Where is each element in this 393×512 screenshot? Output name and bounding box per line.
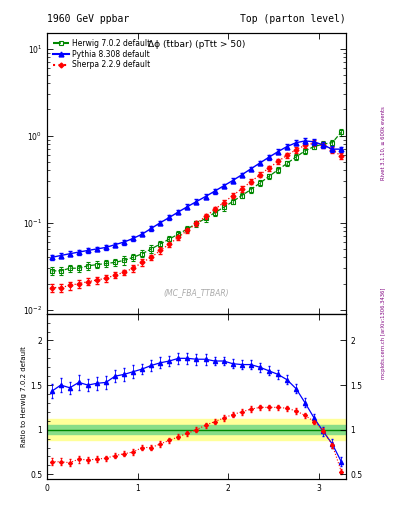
Legend: Herwig 7.0.2 default, Pythia 8.308 default, Sherpa 2.2.9 default: Herwig 7.0.2 default, Pythia 8.308 defau… [51,37,152,71]
Text: Rivet 3.1.10, ≥ 600k events: Rivet 3.1.10, ≥ 600k events [381,106,386,180]
Text: (MC_FBA_TTBAR): (MC_FBA_TTBAR) [164,288,229,297]
Text: Top (parton level): Top (parton level) [240,14,346,25]
Y-axis label: Ratio to Herwig 7.0.2 default: Ratio to Herwig 7.0.2 default [21,346,28,446]
Text: Δϕ (t̄tbar) (pTtt > 50): Δϕ (t̄tbar) (pTtt > 50) [148,40,245,49]
Text: mcplots.cern.ch [arXiv:1306.3436]: mcplots.cern.ch [arXiv:1306.3436] [381,287,386,378]
Text: 1960 GeV ppbar: 1960 GeV ppbar [47,14,129,25]
